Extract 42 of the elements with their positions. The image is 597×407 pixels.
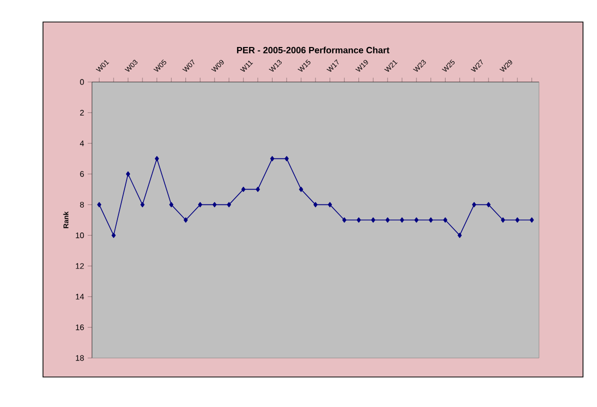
point — [458, 232, 462, 238]
point — [386, 217, 390, 223]
point — [284, 156, 289, 162]
point — [515, 217, 520, 223]
point — [97, 202, 102, 208]
point — [428, 217, 433, 223]
point — [154, 156, 159, 162]
point — [226, 202, 232, 208]
point — [140, 202, 145, 208]
point — [472, 202, 476, 208]
chart-title: PER - 2005-2006 Performance Chart — [237, 46, 390, 54]
point — [443, 217, 448, 223]
point — [530, 217, 534, 223]
y-tick-label: 2 — [80, 110, 84, 116]
point — [184, 217, 188, 223]
point — [356, 217, 361, 223]
point — [241, 186, 246, 192]
y-tick-label: 18 — [76, 355, 84, 361]
y-tick-label: 10 — [76, 232, 84, 238]
point — [486, 202, 491, 208]
point — [328, 202, 332, 208]
y-tick-label: 16 — [76, 324, 84, 330]
point — [414, 217, 418, 223]
y-tick-label: 14 — [76, 294, 84, 300]
point — [342, 217, 346, 223]
y-tick-label: 4 — [80, 140, 84, 146]
point — [126, 171, 130, 177]
point — [112, 232, 116, 238]
point — [500, 217, 506, 223]
point — [400, 217, 404, 223]
y-tick-label: 6 — [80, 171, 84, 177]
y-tick-label: 8 — [80, 202, 84, 208]
point — [371, 217, 376, 223]
point — [256, 186, 260, 192]
point — [313, 202, 318, 208]
point — [169, 202, 174, 208]
point — [270, 156, 274, 162]
y-tick-label: 12 — [76, 263, 84, 269]
y-tick-label: 0 — [80, 79, 84, 85]
point — [212, 202, 217, 208]
point — [198, 202, 202, 208]
point — [299, 186, 304, 192]
